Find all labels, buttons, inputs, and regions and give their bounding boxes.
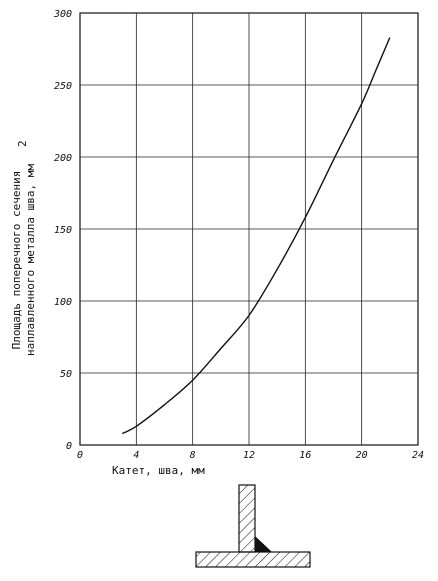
x-axis-title: Катет, шва, мм: [112, 464, 205, 477]
y-axis-title-line-2: наплавленного металла шва, мм: [24, 164, 37, 356]
x-tick-label: 4: [133, 450, 139, 461]
vertical-plate: [238, 484, 256, 553]
x-tick-label: 16: [299, 450, 311, 461]
x-tick-label: 20: [356, 450, 368, 461]
y-axis-title-superscript: 2: [16, 140, 29, 147]
y-tick-label: 0: [66, 441, 72, 452]
y-tick-label: 100: [54, 297, 72, 308]
series-layer: [121, 37, 391, 435]
weld-joint-illustration: [195, 484, 311, 568]
y-axis-title: Площадь поперечного сечения наплавленног…: [10, 140, 37, 356]
y-axis-title-line-1: Площадь поперечного сечения: [10, 171, 23, 350]
y-tick-label: 50: [60, 369, 72, 380]
y-tick-label: 300: [53, 9, 72, 20]
fillet-weld: [255, 536, 272, 552]
x-tick-labels: 0 4 8 12 16 20 24: [77, 450, 424, 461]
series-line: [121, 37, 391, 435]
y-tick-label: 150: [54, 225, 72, 236]
x-tick-label: 24: [412, 450, 424, 461]
x-tick-label: 8: [190, 450, 196, 461]
x-tick-label: 0: [77, 450, 83, 461]
plot-frame: [79, 12, 419, 446]
y-tick-label: 200: [54, 153, 72, 164]
x-tick-label: 12: [243, 450, 255, 461]
horizontal-plate: [195, 551, 311, 568]
y-tick-labels: 0 50 100 150 200 250 300: [53, 9, 72, 452]
grid: [79, 12, 419, 446]
y-tick-label: 250: [54, 81, 72, 92]
